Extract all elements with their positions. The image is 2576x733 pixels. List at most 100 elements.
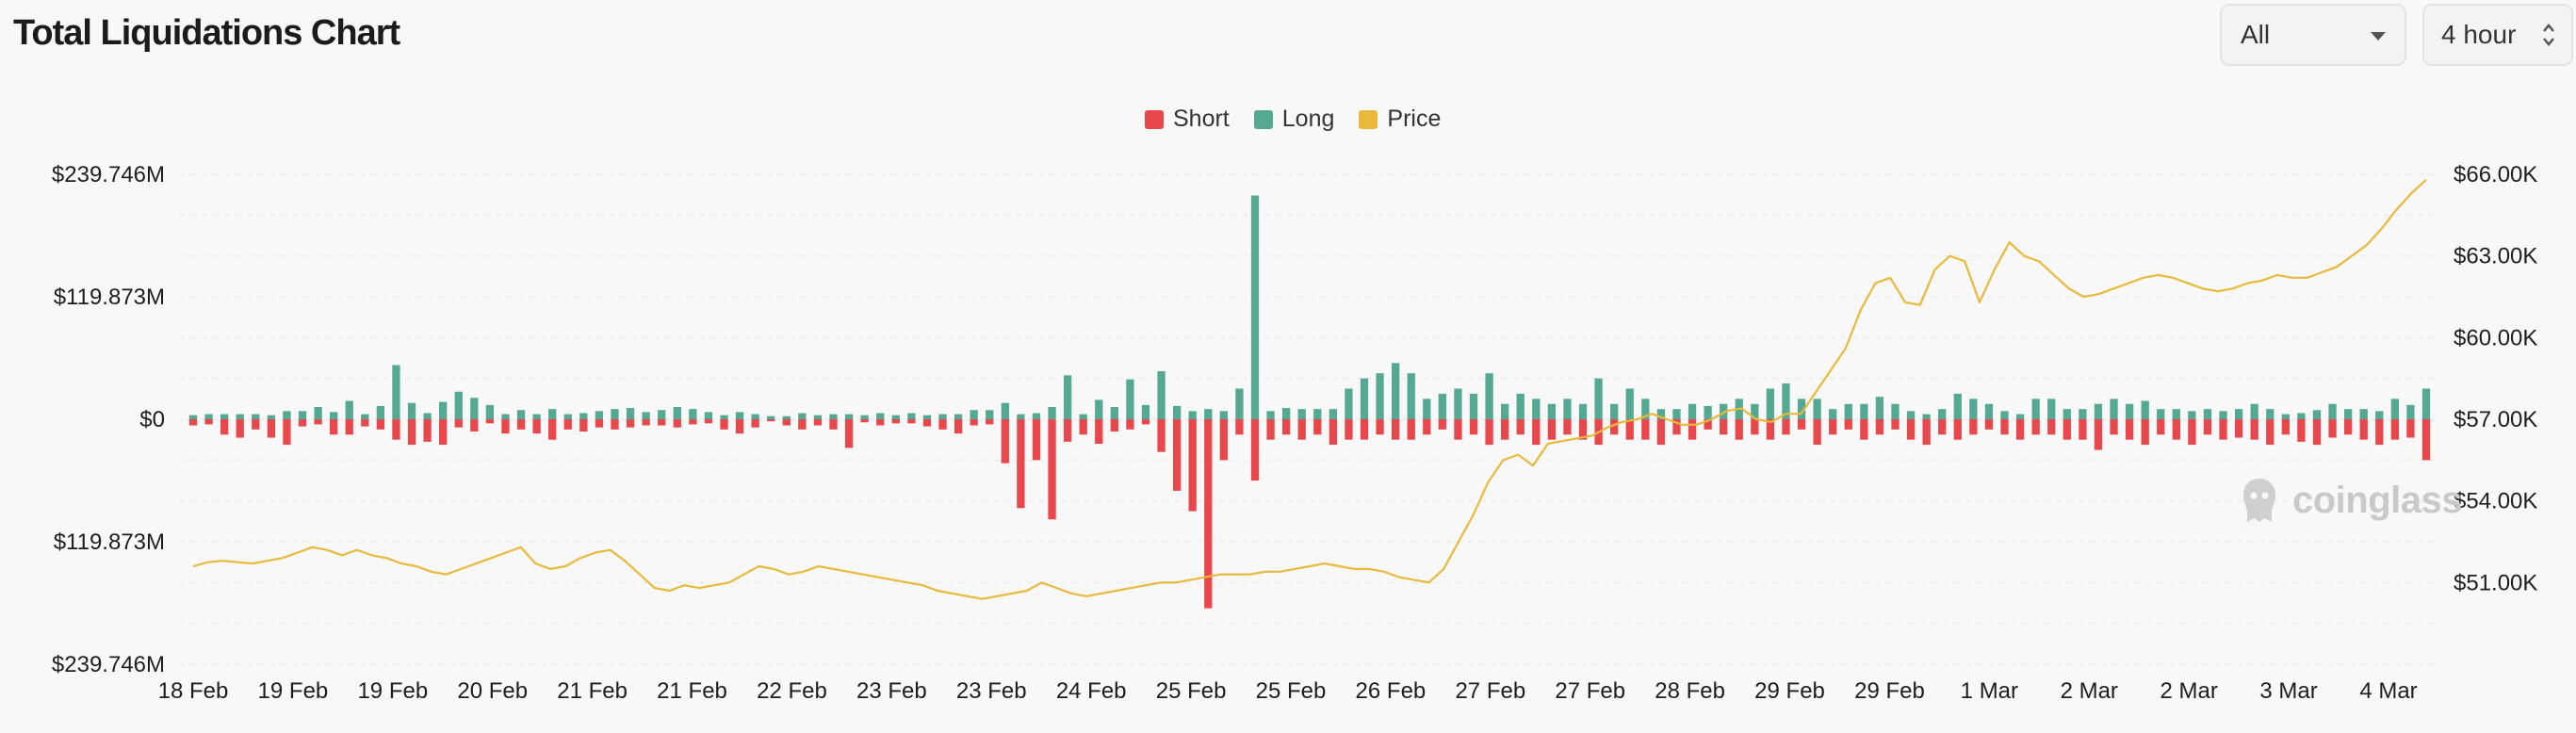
long-bar <box>345 400 353 419</box>
long-bar <box>2203 409 2212 419</box>
long-bar <box>361 414 369 419</box>
long-bar <box>1906 411 1916 419</box>
x-tick-label: 27 Feb <box>1455 678 1525 704</box>
long-bar <box>454 391 463 419</box>
legend-item-price[interactable]: Price <box>1359 106 1441 133</box>
legend-label-price: Price <box>1387 106 1442 132</box>
long-bar <box>954 414 963 419</box>
long-bar <box>1829 409 1837 419</box>
short-bar <box>1079 419 1087 435</box>
long-bar <box>298 411 307 419</box>
short-bar <box>267 419 276 438</box>
short-bar <box>673 419 681 428</box>
x-tick-label: 23 Feb <box>856 678 927 704</box>
short-bar <box>782 419 791 426</box>
short-bar <box>1735 419 1743 440</box>
short-bar <box>485 419 495 424</box>
short-bar <box>720 419 728 430</box>
short-bar <box>1250 419 1260 481</box>
long-bar <box>1126 379 1134 419</box>
long-bar <box>1578 403 1588 419</box>
chart-legend: Short Long Price <box>1145 106 1441 133</box>
short-bar <box>1032 419 1041 461</box>
short-bar <box>2094 419 2103 450</box>
short-bar <box>2266 419 2274 446</box>
long-bar <box>673 406 681 419</box>
short-bar <box>2359 419 2368 440</box>
long-bar <box>2421 388 2431 419</box>
legend-item-long[interactable]: Long <box>1253 106 1334 133</box>
range-select[interactable]: All <box>2220 4 2406 66</box>
short-bar <box>1969 419 1978 435</box>
long-bar <box>1860 403 1868 419</box>
short-bar <box>1782 419 1790 435</box>
short-bar <box>1392 419 1400 440</box>
long-bar <box>891 415 900 419</box>
short-bar <box>1172 419 1182 491</box>
legend-item-short[interactable]: Short <box>1145 106 1230 133</box>
short-bar <box>1829 419 1837 435</box>
short-bar <box>1345 419 1353 440</box>
long-bar <box>2250 403 2258 419</box>
long-bar <box>626 408 635 419</box>
long-bar <box>2125 403 2134 419</box>
short-bar <box>642 419 650 426</box>
short-bar <box>1563 419 1572 435</box>
long-bar <box>1423 399 1431 419</box>
short-bar <box>361 419 369 427</box>
short-bar <box>2015 419 2025 440</box>
short-bar <box>1578 419 1588 440</box>
long-bar <box>2234 409 2243 419</box>
y-right-tick-label: $54.00K <box>2454 489 2537 514</box>
long-bar <box>1235 388 1244 419</box>
x-tick-label: 29 Feb <box>1854 678 1925 704</box>
long-bar <box>986 410 994 419</box>
x-tick-label: 20 Feb <box>457 678 528 704</box>
long-bar <box>642 412 650 419</box>
long-bar <box>1407 373 1415 419</box>
short-bar <box>2406 419 2415 438</box>
long-bar <box>2297 413 2306 419</box>
long-bar <box>1641 399 1650 419</box>
long-bar <box>2015 414 2025 419</box>
long-bar <box>1392 363 1400 419</box>
short-bar <box>798 419 807 430</box>
long-bar <box>844 414 854 419</box>
long-bar <box>1485 373 1493 419</box>
long-bar <box>267 415 276 419</box>
short-bar <box>1313 419 1322 435</box>
short-bar <box>922 419 932 427</box>
short-bar <box>407 419 416 446</box>
up-down-chevron-icon <box>2541 21 2556 49</box>
short-bar <box>1281 419 1291 435</box>
y-left-tick-label: $0 <box>139 407 165 432</box>
short-bar <box>516 419 526 430</box>
long-bar <box>1969 399 1978 419</box>
short-bar <box>1376 419 1384 435</box>
short-bar <box>1641 419 1650 440</box>
short-bar <box>1672 419 1681 435</box>
x-tick-label: 2 Mar <box>2061 678 2118 704</box>
long-bar <box>1345 388 1353 419</box>
x-tick-label: 2 Mar <box>2160 678 2218 704</box>
long-bar <box>876 413 885 419</box>
long-bar <box>1048 406 1056 419</box>
long-bar <box>860 415 869 419</box>
long-bar <box>1281 408 1291 419</box>
interval-select[interactable]: 4 hour <box>2422 4 2573 66</box>
long-bar <box>1188 411 1197 419</box>
long-bar <box>2110 399 2118 419</box>
short-bar <box>704 419 713 424</box>
short-bar <box>548 419 557 440</box>
price-line <box>192 178 2427 600</box>
short-bar <box>1938 419 1947 435</box>
long-bar <box>1813 399 1821 419</box>
long-bar <box>392 365 400 419</box>
short-bar <box>751 419 759 428</box>
x-tick-label: 29 Feb <box>1754 678 1825 704</box>
long-bar <box>548 409 557 419</box>
short-bar <box>1906 419 1916 440</box>
short-bar <box>1813 419 1821 446</box>
short-bar <box>2203 419 2212 435</box>
